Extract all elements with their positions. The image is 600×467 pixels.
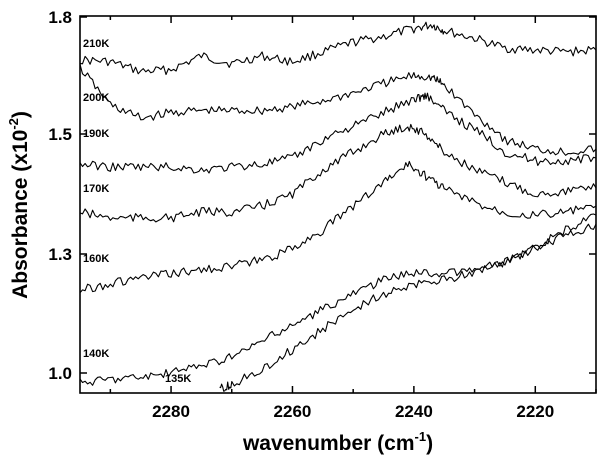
- y-axis-ticks: 1.0 1.3 1.5 1.8: [48, 8, 596, 383]
- x-tick-label: 2260: [274, 402, 312, 421]
- series-label-190K: 190K: [83, 128, 109, 140]
- x-tick-label: 2220: [516, 402, 554, 421]
- series-lines: [79, 21, 597, 392]
- series-labels: 210K 200K 190K 170K 160K 140K 135K: [83, 38, 191, 385]
- y-tick-label: 1.5: [48, 125, 72, 144]
- x-tick-label: 2280: [152, 402, 190, 421]
- y-tick-label: 1.8: [48, 8, 72, 27]
- y-tick-label: 1.0: [48, 364, 72, 383]
- x-axis-ticks: 2280 2260 2240 2220: [109, 16, 597, 421]
- y-axis-title-close: ): [9, 111, 32, 118]
- series-line-140K: [79, 223, 597, 386]
- series-line-135K: [219, 213, 597, 392]
- x-axis-title-close: ): [426, 432, 433, 455]
- series-label-140K: 140K: [83, 348, 109, 360]
- x-axis-title: wavenumber (cm-1): [242, 429, 433, 455]
- plot-frame: [79, 15, 597, 394]
- x-tick-label: 2240: [395, 402, 433, 421]
- series-label-170K: 170K: [83, 183, 109, 195]
- x-axis-title-sup: -1: [415, 429, 427, 444]
- y-tick-label: 1.3: [48, 245, 72, 264]
- y-axis-title: Absorbance (x10-2): [6, 111, 32, 299]
- series-label-160K: 160K: [83, 253, 109, 265]
- series-line-200K: [79, 64, 597, 156]
- series-label-200K: 200K: [83, 92, 109, 104]
- y-axis-title-sup: -2: [6, 118, 21, 130]
- series-line-210K: [79, 21, 597, 76]
- series-line-160K: [79, 160, 597, 294]
- series-line-190K: [79, 92, 597, 174]
- series-line-170K: [79, 123, 597, 223]
- y-axis-title-main: Absorbance (x10: [9, 130, 32, 299]
- series-label-210K: 210K: [83, 38, 109, 50]
- series-label-135K: 135K: [165, 373, 191, 385]
- x-axis-title-main: wavenumber (cm: [242, 432, 415, 455]
